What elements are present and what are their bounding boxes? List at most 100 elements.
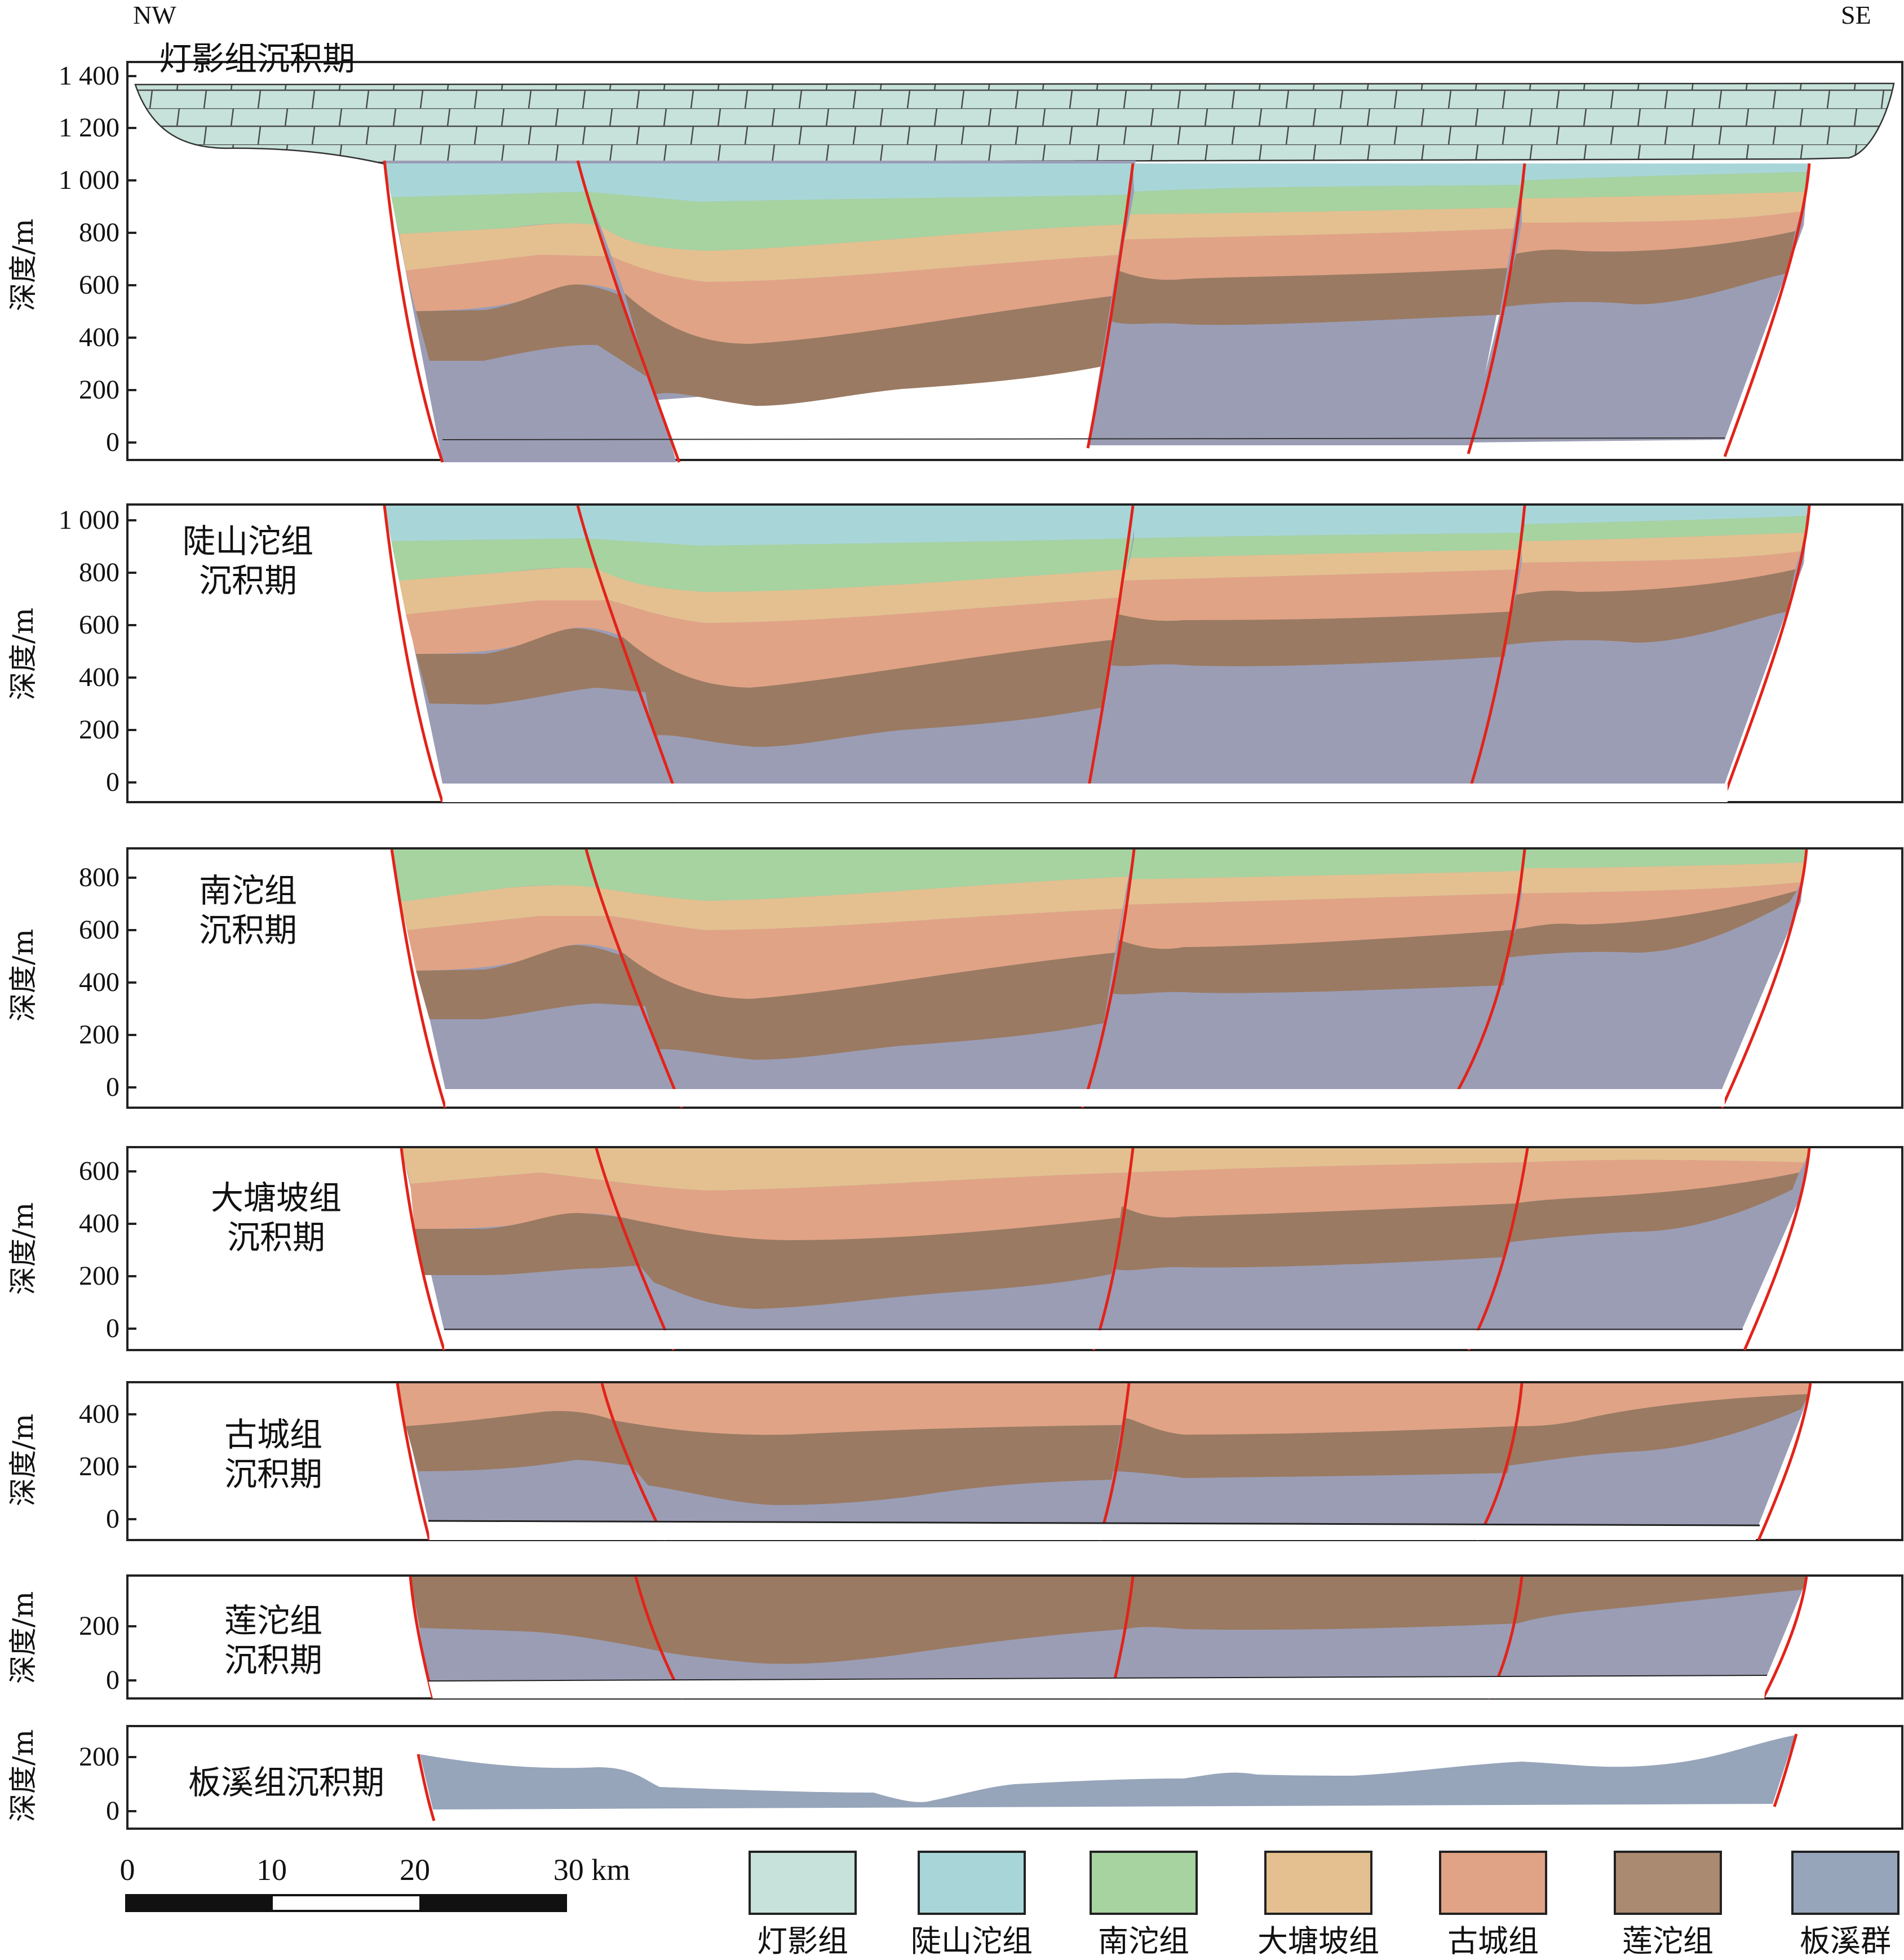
y-axis-label: 深度/m [7,1729,39,1822]
y-ticks: 800 600 400 200 0 [79,862,136,1102]
legend: 灯影组 陡山沱组 南沱组 大塘坡组 古城组 莲沱组 板溪群 [749,1851,1899,1959]
tick-label: 0 [106,1504,119,1534]
y-ticks: 200 0 [79,1742,136,1826]
y-ticks: 600 400 200 0 [79,1156,136,1343]
panel-gucheng: 古城组 沉积期 深度/m 400 200 0 [7,1381,1903,1541]
y-axis-label: 深度/m [7,1414,39,1506]
panel-frame [126,847,1903,1109]
legend-swatch [1614,1851,1722,1915]
tick-label: 0 [106,1072,119,1102]
legend-swatch [918,1851,1026,1915]
panel-title-line-1: 南沱组 [199,871,297,910]
panel-frame [126,61,1903,461]
legend-swatch [749,1851,857,1915]
panel-title-line-2: 沉积期 [199,561,297,600]
panel-title-line-1: 古城组 [224,1415,322,1454]
panel-title-line-2: 沉积期 [224,1455,322,1493]
y-axis-label: 深度/m [7,219,39,311]
tick-label: 0 [106,767,119,797]
legend-item-doushantuo: 陡山沱组 [911,1851,1033,1959]
legend-item-dengying: 灯影组 [749,1851,857,1959]
panel-title-line-2: 沉积期 [199,911,297,949]
legend-item-liantuo: 莲沱组 [1614,1851,1722,1959]
panel-title-line-1: 陡山沱组 [183,522,313,560]
panel-nantuo: 南沱组 沉积期 深度/m 800 600 400 200 0 [7,847,1903,1109]
tick-label: 0 [106,1313,119,1343]
panel-title-line-1: 大塘坡组 [211,1179,342,1217]
legend-swatch [1791,1851,1899,1915]
legend-label: 陡山沱组 [911,1923,1033,1959]
tick-label: 200 [79,375,119,405]
panel-title-line-1: 莲沱组 [224,1601,322,1640]
legend-item-gucheng: 古城组 [1439,1851,1547,1959]
tick-label: 200 [79,1261,119,1291]
legend-item-banxi: 板溪群 [1791,1851,1899,1959]
unit-banxi [420,1735,1795,1809]
panel-banxi: 板溪组沉积期 深度/m 200 0 [7,1725,1903,1830]
scale-label-0: 0 [120,1853,135,1887]
tick-label: 400 [79,322,119,352]
tick-label: 1 400 [59,61,119,91]
tick-label: 600 [79,270,119,300]
panel-dengying: 灯影组沉积期 深度/m 1 400 1 200 1 000 800 600 40… [7,39,1903,463]
panel-title: 板溪组沉积期 [188,1763,384,1802]
legend-swatch [1264,1851,1372,1915]
tick-label: 0 [106,1796,119,1826]
panel-title-line-2: 沉积期 [224,1641,322,1679]
y-ticks: 200 0 [79,1611,136,1695]
legend-swatch [1090,1851,1198,1915]
tick-label: 1 200 [59,113,119,143]
tick-label: 1 000 [59,505,119,535]
y-ticks: 1 400 1 200 1 000 800 600 400 200 0 [59,61,136,457]
tick-label: 200 [79,1742,119,1772]
tick-label: 0 [106,1665,119,1695]
legend-label: 古城组 [1447,1923,1539,1959]
panel-frame [126,1725,1903,1830]
tick-label: 800 [79,218,119,247]
y-axis-label: 深度/m [7,1202,39,1295]
tick-label: 200 [79,1611,119,1641]
legend-label: 板溪群 [1800,1923,1891,1959]
tick-label: 200 [79,1452,119,1481]
legend-item-datangpo: 大塘坡组 [1257,1851,1379,1959]
panel-title-line-2: 沉积期 [227,1218,325,1256]
tick-label: 800 [79,558,119,587]
scale-label-30: 30 km [554,1853,631,1887]
panel-liantuo: 莲沱组 沉积期 深度/m 200 0 [7,1574,1903,1700]
tick-label: 600 [79,915,119,945]
tick-label: 800 [79,862,119,892]
legend-label: 大塘坡组 [1257,1923,1379,1959]
tick-label: 400 [79,1399,119,1429]
tick-label: 600 [79,1156,119,1186]
panel-datangpo: 大塘坡组 沉积期 深度/m 600 400 200 0 [7,1146,1903,1351]
scale-seg-1 [126,1895,273,1911]
y-axis-label: 深度/m [7,929,39,1021]
tick-label: 600 [79,610,119,640]
scale-label-10: 10 [256,1853,287,1887]
panel-doushantuo: 陡山沱组 沉积期 深度/m 1 000 800 600 400 200 0 [7,503,1903,803]
scale-seg-3 [419,1895,566,1911]
legend-label: 南沱组 [1098,1923,1189,1959]
legend-label: 灯影组 [757,1923,848,1959]
tick-label: 400 [79,967,119,997]
scale-bar: 0 10 20 30 km [120,1853,631,1912]
y-ticks: 1 000 800 600 400 200 0 [59,505,136,797]
legend-item-nantuo: 南沱组 [1090,1851,1198,1959]
tick-label: 200 [79,715,119,745]
legend-swatch [1439,1851,1547,1915]
direction-nw: NW [133,1,176,29]
panel-title: 灯影组沉积期 [159,39,355,78]
tick-label: 400 [79,662,119,692]
panel-frame [126,1146,1903,1351]
tick-label: 200 [79,1020,119,1050]
y-ticks: 400 200 0 [79,1399,136,1534]
tick-label: 0 [106,427,119,457]
legend-label: 莲沱组 [1622,1923,1713,1959]
tick-label: 1 000 [59,165,119,195]
y-axis-label: 深度/m [7,1591,39,1684]
direction-se: SE [1841,1,1871,29]
scale-label-20: 20 [400,1853,430,1887]
y-axis-label: 深度/m [7,608,39,700]
tick-label: 400 [79,1209,119,1238]
